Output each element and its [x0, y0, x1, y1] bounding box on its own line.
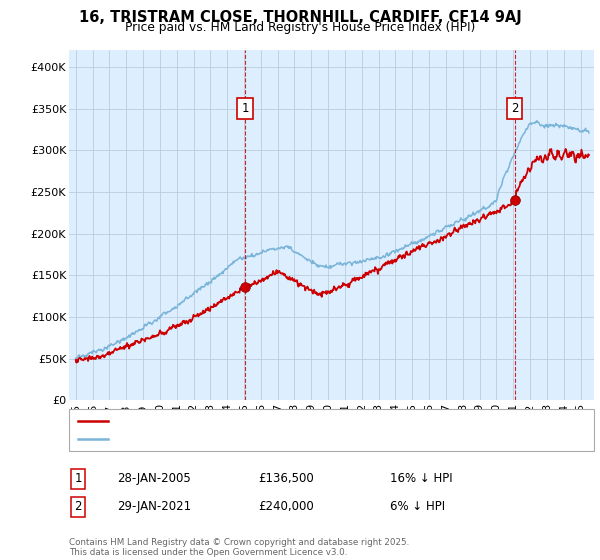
- Text: 16, TRISTRAM CLOSE, THORNHILL, CARDIFF, CF14 9AJ (semi-detached house): 16, TRISTRAM CLOSE, THORNHILL, CARDIFF, …: [114, 416, 517, 426]
- Text: 16% ↓ HPI: 16% ↓ HPI: [390, 472, 452, 486]
- Text: 2: 2: [511, 102, 518, 115]
- Text: 16, TRISTRAM CLOSE, THORNHILL, CARDIFF, CF14 9AJ: 16, TRISTRAM CLOSE, THORNHILL, CARDIFF, …: [79, 10, 521, 25]
- Text: 1: 1: [241, 102, 249, 115]
- Text: £136,500: £136,500: [258, 472, 314, 486]
- Text: 6% ↓ HPI: 6% ↓ HPI: [390, 500, 445, 514]
- Text: 2: 2: [74, 500, 82, 514]
- Text: Contains HM Land Registry data © Crown copyright and database right 2025.
This d: Contains HM Land Registry data © Crown c…: [69, 538, 409, 557]
- Text: £240,000: £240,000: [258, 500, 314, 514]
- Text: 1: 1: [74, 472, 82, 486]
- Text: 29-JAN-2021: 29-JAN-2021: [117, 500, 191, 514]
- Text: HPI: Average price, semi-detached house, Cardiff: HPI: Average price, semi-detached house,…: [114, 434, 371, 444]
- Text: Price paid vs. HM Land Registry's House Price Index (HPI): Price paid vs. HM Land Registry's House …: [125, 21, 475, 34]
- Text: 28-JAN-2005: 28-JAN-2005: [117, 472, 191, 486]
